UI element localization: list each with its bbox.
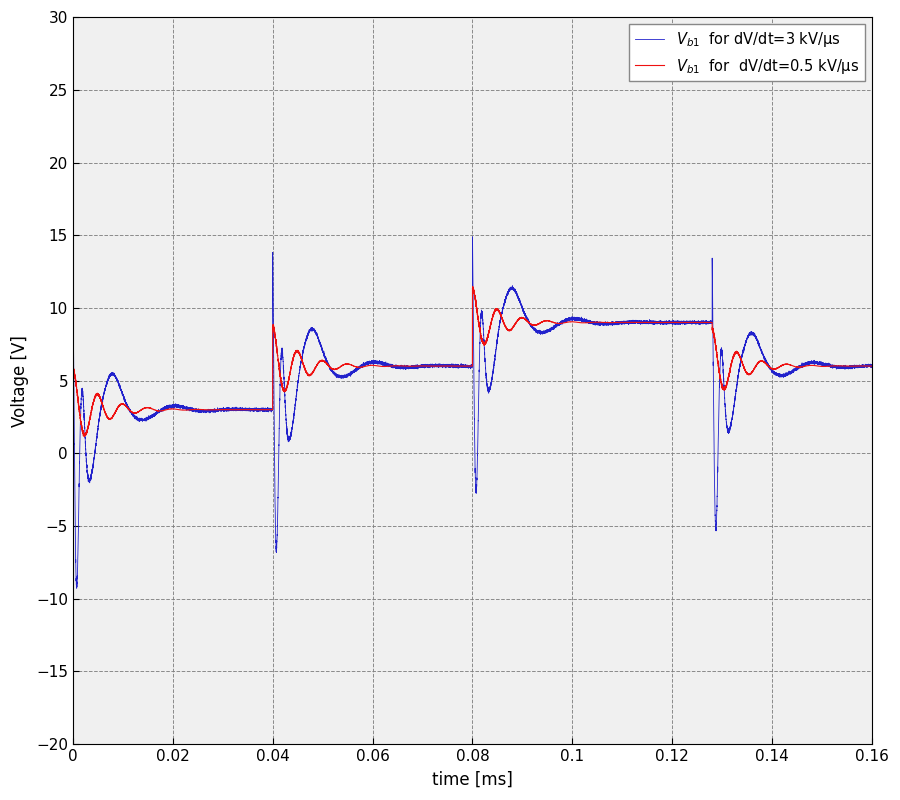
$V_{b1}$  for dV/dt=3 kV/μs bbox=[266, 405, 277, 414]
$V_{b1}$  for  dV/dt=0.5 kV/μs bbox=[467, 282, 478, 291]
$V_{b1}$  for  dV/dt=0.5 kV/μs bbox=[79, 431, 90, 441]
$V_{b1}$  for dV/dt=3 kV/μs bbox=[814, 358, 825, 368]
$V_{b1}$  for  dV/dt=0.5 kV/μs bbox=[580, 318, 591, 328]
$V_{b1}$  for  dV/dt=0.5 kV/μs bbox=[640, 318, 651, 327]
$V_{b1}$  for dV/dt=3 kV/μs bbox=[68, 271, 78, 281]
$V_{b1}$  for dV/dt=3 kV/μs bbox=[446, 362, 456, 371]
$V_{b1}$  for  dV/dt=0.5 kV/μs bbox=[68, 363, 78, 373]
$V_{b1}$  for  dV/dt=0.5 kV/μs bbox=[867, 362, 877, 371]
$V_{b1}$  for dV/dt=3 kV/μs bbox=[467, 232, 478, 242]
Legend: $V_{b1}$  for dV/dt=3 kV/μs, $V_{b1}$  for  dV/dt=0.5 kV/μs: $V_{b1}$ for dV/dt=3 kV/μs, $V_{b1}$ for… bbox=[629, 25, 865, 82]
Y-axis label: Voltage [V]: Voltage [V] bbox=[11, 334, 29, 426]
$V_{b1}$  for  dV/dt=0.5 kV/μs bbox=[266, 405, 277, 414]
$V_{b1}$  for  dV/dt=0.5 kV/μs bbox=[814, 362, 825, 371]
$V_{b1}$  for dV/dt=3 kV/μs bbox=[71, 583, 82, 593]
$V_{b1}$  for  dV/dt=0.5 kV/μs bbox=[551, 318, 562, 328]
$V_{b1}$  for dV/dt=3 kV/μs bbox=[640, 319, 651, 329]
Line: $V_{b1}$  for dV/dt=3 kV/μs: $V_{b1}$ for dV/dt=3 kV/μs bbox=[73, 237, 872, 588]
$V_{b1}$  for dV/dt=3 kV/μs bbox=[867, 362, 877, 371]
X-axis label: time [ms]: time [ms] bbox=[432, 771, 513, 789]
$V_{b1}$  for dV/dt=3 kV/μs bbox=[551, 322, 562, 331]
Line: $V_{b1}$  for  dV/dt=0.5 kV/μs: $V_{b1}$ for dV/dt=0.5 kV/μs bbox=[73, 286, 872, 436]
$V_{b1}$  for  dV/dt=0.5 kV/μs bbox=[446, 362, 456, 371]
$V_{b1}$  for dV/dt=3 kV/μs bbox=[580, 318, 591, 327]
